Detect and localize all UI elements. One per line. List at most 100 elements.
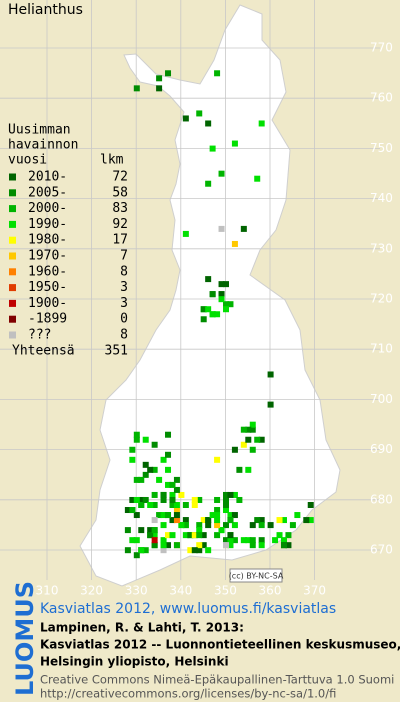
observation-square: [133, 537, 140, 544]
observation-square: [285, 542, 292, 549]
observation-square: [165, 431, 172, 438]
legend-total: 351: [105, 343, 128, 358]
x-grid-label: 360: [259, 584, 282, 598]
legend-label: ???: [28, 328, 51, 343]
observation-square: [191, 547, 198, 554]
observation-square: [169, 481, 176, 488]
observation-square: [169, 491, 176, 498]
observation-square: [258, 120, 265, 127]
observation-square: [196, 542, 203, 549]
legend-swatch: [9, 236, 16, 244]
legend-swatch: [9, 284, 16, 292]
observation-square: [231, 240, 238, 247]
observation-square: [267, 522, 274, 529]
observation-square: [231, 140, 238, 147]
observation-square: [240, 225, 247, 232]
observation-square: [258, 436, 265, 443]
observation-square: [209, 145, 216, 152]
observation-square: [218, 170, 225, 177]
legend-count: 0: [120, 312, 128, 327]
observation-square: [196, 522, 203, 529]
legend-count: 72: [112, 170, 128, 185]
observation-square: [200, 532, 207, 539]
observation-square: [147, 527, 154, 534]
legend-swatch: [9, 189, 16, 197]
observation-square: [205, 306, 212, 313]
observation-square: [160, 456, 167, 463]
observation-square: [231, 491, 238, 498]
observation-square: [267, 371, 274, 378]
observation-square: [165, 542, 172, 549]
observation-square: [151, 517, 158, 524]
observation-square: [214, 512, 221, 519]
observation-square: [209, 311, 216, 318]
observation-square: [205, 120, 212, 127]
observation-square: [178, 522, 185, 529]
observation-square: [200, 306, 207, 313]
legend-heading: havainnon: [8, 138, 78, 153]
observation-square: [151, 527, 158, 534]
observation-square: [240, 426, 247, 433]
observation-square: [240, 537, 247, 544]
observation-square: [196, 496, 203, 503]
observation-square: [191, 502, 198, 508]
observation-square: [169, 502, 176, 508]
observation-square: [182, 502, 189, 508]
observation-square: [196, 547, 203, 554]
observation-square: [129, 537, 136, 544]
observation-square: [165, 466, 172, 473]
observation-square: [245, 466, 252, 473]
observation-square: [160, 542, 167, 549]
observation-square: [245, 537, 252, 544]
observation-square: [223, 496, 229, 503]
observation-square: [236, 466, 243, 473]
observation-square: [133, 552, 140, 559]
y-grid-label: 740: [370, 191, 393, 205]
observation-square: [191, 496, 198, 503]
observation-square: [173, 502, 180, 508]
observation-square: [227, 301, 234, 308]
observation-square: [200, 542, 207, 549]
observation-square: [138, 476, 145, 483]
observation-square: [258, 522, 265, 529]
observation-square: [133, 476, 140, 483]
brand: LUOMUS: [11, 581, 39, 696]
legend-label: 1980-: [28, 233, 67, 248]
observation-square: [285, 532, 292, 539]
observation-square: [133, 512, 140, 519]
observation-square: [169, 496, 176, 503]
y-grid-label: 730: [370, 241, 393, 255]
observation-square: [200, 316, 207, 323]
x-grid-label: 350: [214, 584, 237, 598]
legend-swatch: [9, 205, 16, 213]
observation-square: [200, 517, 207, 524]
legend-label: 1950-: [28, 280, 67, 295]
observation-square: [165, 451, 172, 458]
observation-square: [245, 436, 252, 443]
observation-square: [231, 522, 238, 529]
observation-square: [173, 517, 180, 524]
legend-count: 7: [120, 249, 128, 264]
observation-square: [196, 532, 203, 539]
license-badge: (cc) BY-NC-SA: [229, 572, 284, 581]
observation-square: [165, 70, 172, 77]
legend-swatch: [9, 220, 16, 228]
observation-square: [191, 532, 198, 539]
observation-square: [173, 486, 180, 493]
legend-swatch: [9, 252, 16, 260]
observation-square: [272, 537, 279, 544]
observation-square: [214, 311, 221, 318]
observation-square: [173, 476, 180, 483]
observation-square: [223, 522, 229, 529]
observation-square: [289, 522, 296, 529]
observation-square: [165, 512, 172, 519]
observation-square: [156, 85, 163, 92]
observation-square: [276, 517, 283, 524]
y-grid-label: 700: [370, 392, 393, 406]
y-grid-label: 770: [370, 41, 393, 55]
observation-square: [138, 547, 145, 554]
license-line: Creative Commons Nimeä-Epäkaupallinen-Ta…: [40, 673, 394, 687]
observation-square: [160, 491, 167, 498]
y-grid-label: 680: [370, 492, 393, 506]
legend-label: 1960-: [28, 264, 67, 279]
